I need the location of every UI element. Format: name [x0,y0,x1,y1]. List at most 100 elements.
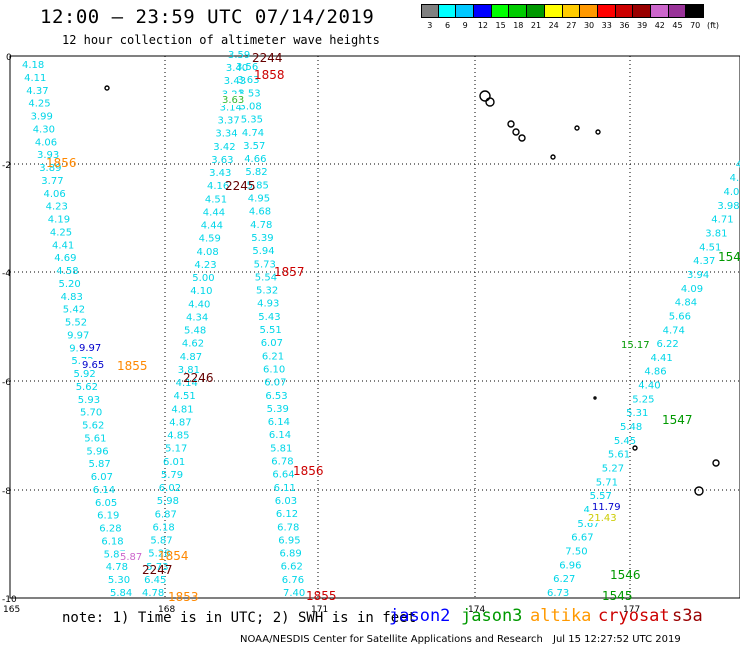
highlight-backdrop [620,339,653,350]
scale-swatch [650,4,669,18]
wave-height-value: 3.93 [37,150,59,161]
wave-height-value: 4.69 [54,253,76,264]
scale-label: 9 [462,21,468,30]
wave-height-value: 5.35 [241,115,263,126]
pass-time-label: 2246 [183,371,214,385]
map-title: 12:00 — 23:59 UTC 07/14/2019 [40,6,375,28]
wave-height-value: 4.30 [33,124,55,135]
wave-height-value: 5.17 [165,444,187,455]
island-outline [518,134,526,142]
wave-height-value: 4.87 [169,417,191,428]
wave-height-value: 5.42 [63,305,85,316]
wave-height-value: 5.73 [254,259,276,270]
mission-jason3: jason3 [461,606,523,626]
wave-height-value: 4.18 [22,60,44,71]
wave-height-value: 4.51 [174,391,196,402]
wave-height-value: 4.44 [203,208,225,219]
wave-height-value: 6.22 [657,339,679,350]
wave-height-value: 5.85 [247,180,269,191]
mission-s3a: s3a [672,606,703,626]
scale-label: 24 [548,21,559,30]
scale-bin: 36 [615,4,634,30]
wave-height-value: 5.30 [108,575,130,586]
pass-time-label: 1855 [117,359,148,373]
wave-height-value: 4.25 [50,227,72,238]
wave-height-value: 6.45 [144,575,166,586]
island-outline [712,459,720,467]
wave-height-value: 3.98 [717,201,739,212]
wave-height-value: 6.14 [93,485,115,496]
scale-swatch [456,4,475,18]
island-outline [485,97,495,107]
wave-height-value: 4.74 [663,325,685,336]
wave-height-value: 3.81 [705,229,727,240]
scale-label: 42 [654,21,665,30]
pass-time-label: 2247 [142,563,173,577]
wave-height-value: 6.02 [159,483,181,494]
wave-height-value: 3.14 [220,103,242,114]
highlight-backdrop [591,501,624,512]
island-outline [595,129,601,135]
wave-height-value: 4.16 [207,181,229,192]
wave-height-value: 6.07 [91,472,113,483]
wave-height-value: 3.43 [209,168,231,179]
pass-time-label: 1855 [306,589,337,603]
wave-height-value: 5.61 [608,450,630,461]
wave-height-value: 6.07 [264,378,286,389]
wave-height-value: 6.78 [277,522,299,533]
wave-height-value: 4.41 [651,353,673,364]
pass-time-label: 1854 [158,549,189,563]
scale-swatch [597,4,616,18]
wave-height-value: 5.48 [620,422,642,433]
scale-bin: 3 [421,4,439,30]
wave-height-value: 4.37 [693,256,715,267]
wave-height-value: 5.31 [626,408,648,419]
wave-height-value: 5.20 [59,279,81,290]
scale-swatch [615,4,634,18]
island-outline [512,128,520,136]
scale-bin: 30 [580,4,598,30]
scale-swatch [580,4,598,18]
wave-height-value: 4.11 [24,73,46,84]
wave-height-value: 6.76 [282,575,304,586]
scale-label: 21 [530,21,542,30]
wave-height-value: 4.78 [106,562,128,573]
wave-height-value: 4.23 [194,260,216,271]
highlight-backdrop [119,551,146,562]
pass-time-label: 1547 [662,413,693,427]
units-note: note: 1) Time is in UTC; 2) SWH is in fe… [62,610,417,626]
wave-height-value: 4.25 [28,99,50,110]
wave-height-value: 4.06 [724,187,740,198]
wave-height-value: 6.21 [262,351,284,362]
wave-height-value: 5.39 [267,404,289,415]
time-labels: 2244 1858 1856 2245 1857 1855 2246 1547 1856 1854… [46,51,740,604]
wave-height-value: 5.32 [256,286,278,297]
scale-swatch [509,4,528,18]
wave-height-value: 4.81 [171,404,193,415]
wave-height-value: 4.41 [52,240,74,251]
wave-height-value: 5.28 [148,549,170,560]
wave-height-value: 6.27 [553,574,575,585]
wave-height-value: 6.05 [95,498,117,509]
wave-height-value: 4.46 [736,159,740,170]
wave-height-value: 4.87 [180,352,202,363]
wave-height-value: 3.59 [228,50,250,61]
wave-height-value: 4.23 [46,202,68,213]
wave-height-value: 5.70 [80,408,102,419]
scale-label: 15 [495,21,506,30]
high-wave-value: 9.97 [79,343,101,354]
pass-time-label: 1857 [274,265,305,279]
island-outline [507,120,515,128]
mission-jason2: jason2 [389,606,451,626]
scale-bin: 39 [633,4,651,30]
wave-height-value: 5.71 [596,477,618,488]
wave-height-value: 6.87 [155,509,177,520]
mission-altika: altika [530,606,592,626]
wave-height-value: 5.00 [192,273,214,284]
wave-height-value: 5.87 [150,536,172,547]
scale-swatch [421,4,439,18]
wave-height-value: 3.57 [243,141,265,152]
wave-height-value: 5.93 [78,395,100,406]
